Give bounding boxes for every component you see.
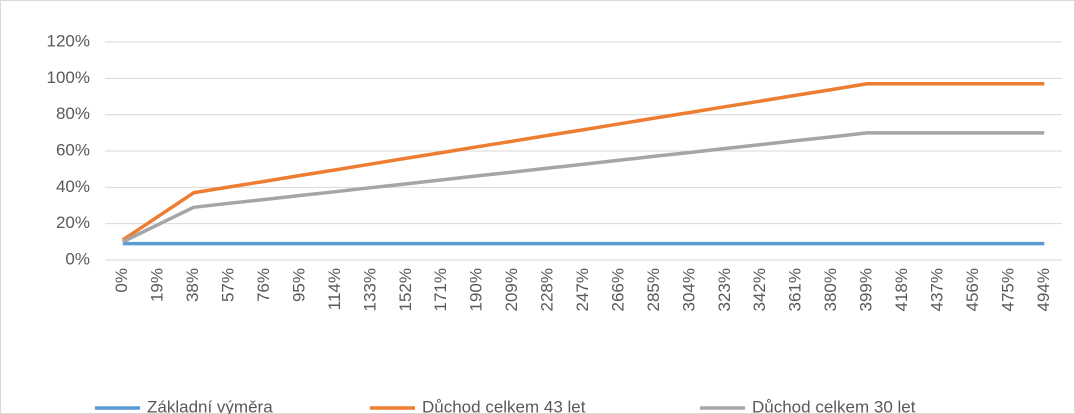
- x-tick-label: 266%: [608, 268, 627, 311]
- x-tick-label: 475%: [998, 268, 1017, 311]
- x-tick-label: 76%: [254, 268, 273, 302]
- legend-label: Základní výměra: [147, 397, 273, 414]
- x-tick-label: 95%: [289, 268, 308, 302]
- y-tick-label: 40%: [56, 177, 90, 196]
- series-line: [121, 82, 1045, 242]
- x-tick-label: 437%: [927, 268, 946, 311]
- y-tick-label: 80%: [56, 104, 90, 123]
- x-tick-label: 285%: [644, 268, 663, 311]
- x-tick-label: 228%: [538, 268, 557, 311]
- series-line: [121, 131, 1045, 244]
- x-tick-label: 361%: [786, 268, 805, 311]
- x-tick-label: 114%: [325, 268, 344, 310]
- x-tick-label: 0%: [112, 268, 131, 293]
- x-tick-label: 418%: [892, 268, 911, 311]
- legend-label: Důchod celkem 30 let: [752, 397, 916, 414]
- x-tick-label: 57%: [219, 268, 238, 302]
- x-tick-label: 380%: [821, 268, 840, 311]
- x-tick-label: 190%: [467, 268, 486, 311]
- x-tick-label: 399%: [857, 268, 876, 311]
- y-tick-label: 60%: [56, 140, 90, 159]
- x-tick-label: 171%: [431, 268, 450, 311]
- x-tick-label: 456%: [963, 268, 982, 311]
- x-tick-label: 152%: [396, 268, 415, 311]
- x-tick-label: 133%: [360, 268, 379, 311]
- x-tick-label: 304%: [679, 268, 698, 311]
- x-tick-label: 494%: [1034, 268, 1053, 311]
- x-tick-label: 247%: [573, 268, 592, 311]
- x-tick-label: 38%: [183, 268, 202, 302]
- y-tick-label: 0%: [65, 249, 90, 268]
- x-tick-label: 19%: [148, 268, 167, 302]
- x-tick-label: 342%: [750, 268, 769, 311]
- x-tick-label: 209%: [502, 268, 521, 311]
- x-tick-label: 323%: [715, 268, 734, 311]
- legend-label: Důchod celkem 43 let: [422, 397, 586, 414]
- y-tick-label: 120%: [47, 31, 90, 50]
- y-tick-label: 100%: [47, 68, 90, 87]
- y-tick-label: 20%: [56, 213, 90, 232]
